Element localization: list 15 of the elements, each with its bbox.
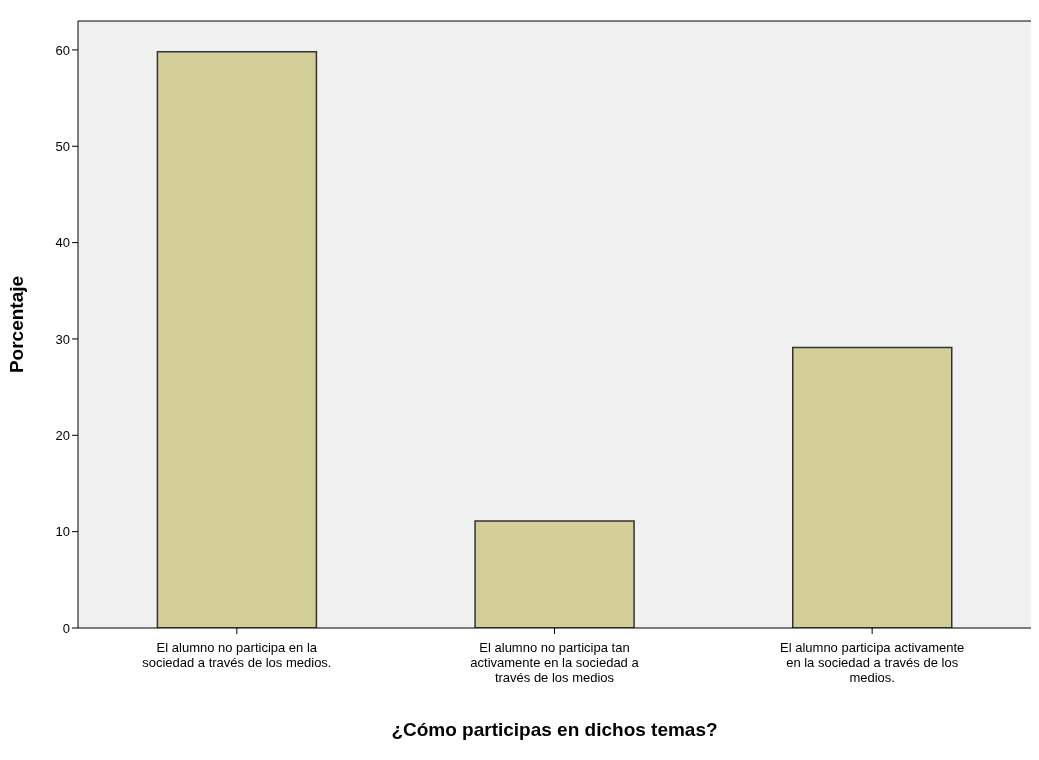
y-tick-label: 40 — [55, 235, 70, 251]
bar — [474, 520, 635, 628]
x-axis-title: ¿Cómo participas en dichos temas? — [391, 719, 718, 740]
x-tick-label: El alumno no participa tan activamente en la sociedad a través de los medios — [470, 640, 640, 685]
x-tick-label: El alumno participa activamente en la sociedad a través de los medios. — [780, 640, 965, 685]
bar — [792, 346, 953, 628]
y-tick-label: 0 — [62, 620, 70, 636]
y-tick-label: 50 — [55, 138, 70, 154]
y-tick-label: 60 — [55, 42, 70, 58]
y-tick-label: 30 — [55, 331, 70, 347]
x-tick-label: El alumno no participa en la sociedad a través de los medios. — [142, 640, 332, 670]
bar — [156, 51, 318, 628]
y-tick-label: 10 — [55, 524, 70, 540]
y-tick-label: 20 — [55, 427, 70, 443]
y-axis-title: Porcentaje — [5, 275, 27, 374]
